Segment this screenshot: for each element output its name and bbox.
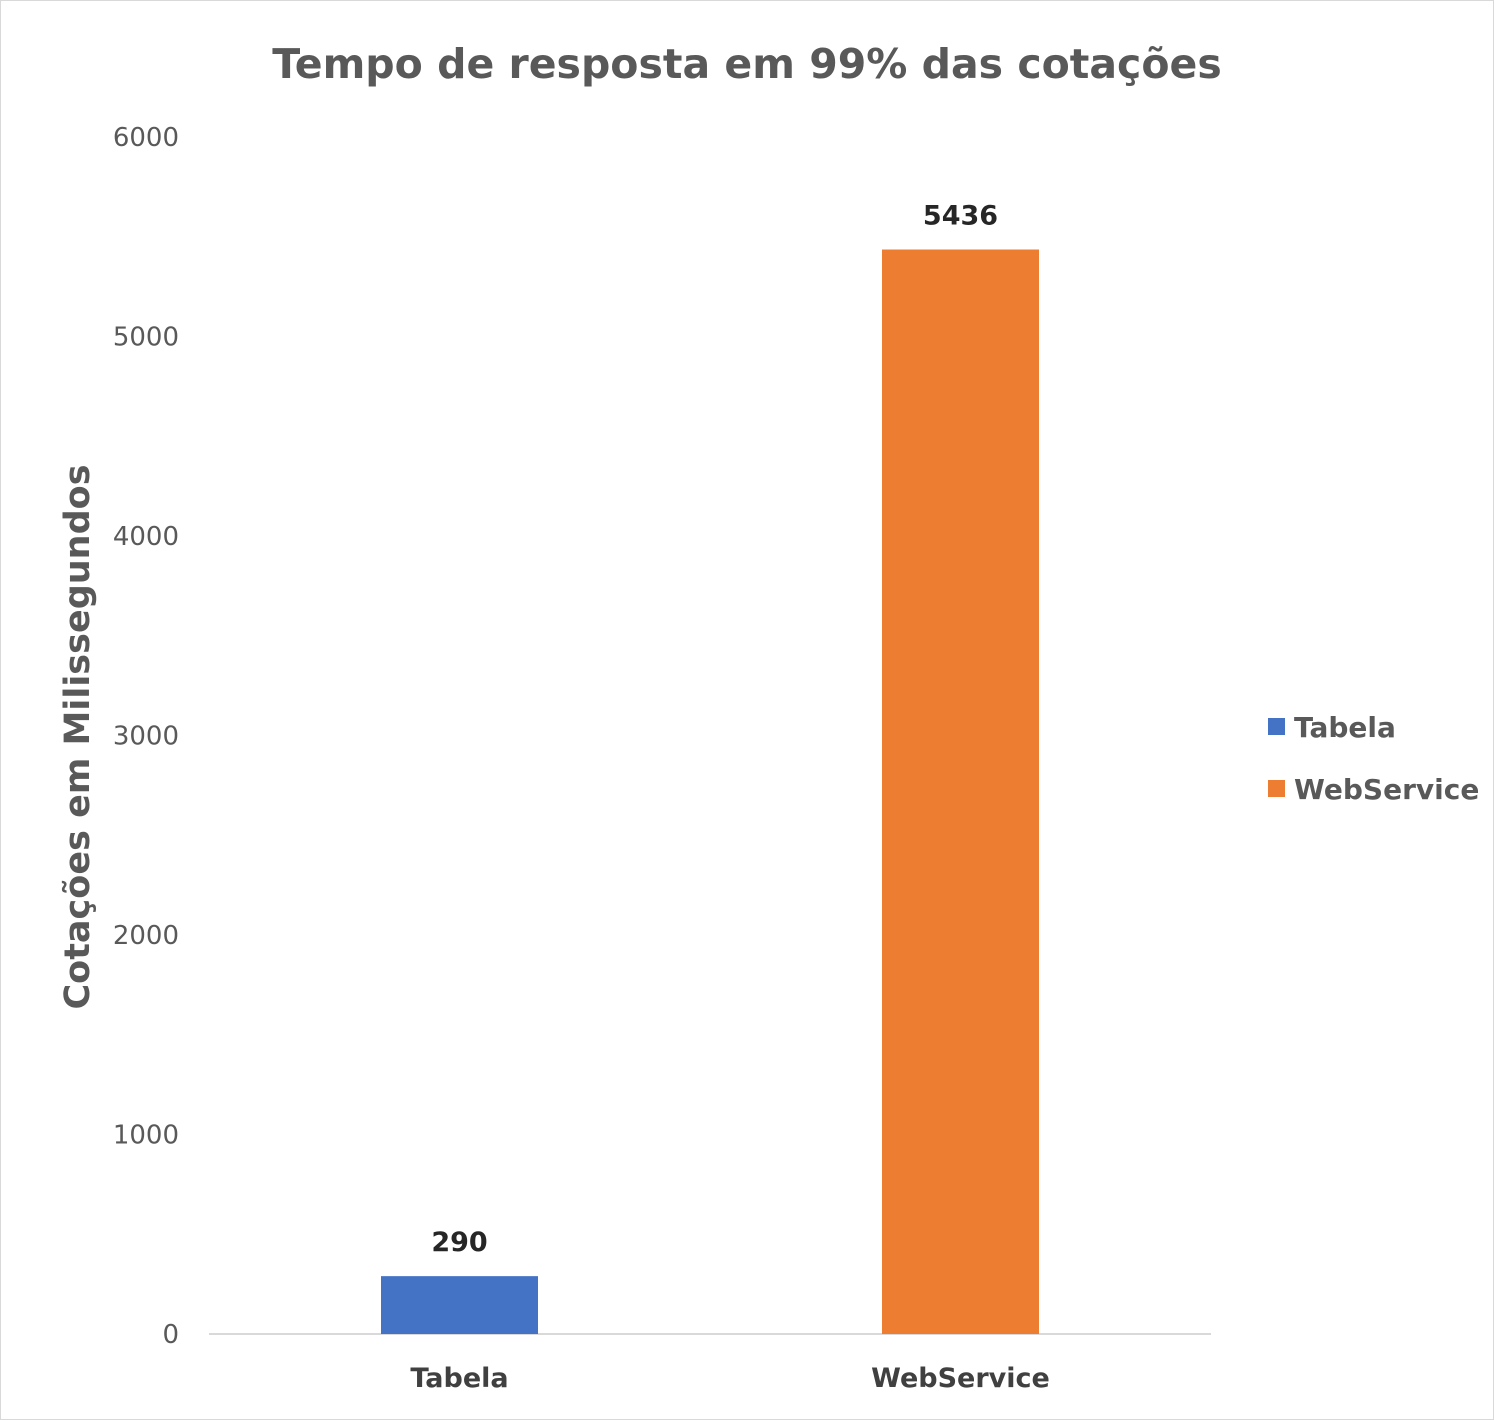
y-tick-label: 1000: [113, 1121, 179, 1151]
data-label: 290: [431, 1227, 487, 1258]
y-tick-label: 5000: [113, 323, 179, 353]
y-tick-label: 4000: [113, 522, 179, 552]
y-tick-label: 3000: [113, 722, 179, 752]
bars-group: 290 5436: [381, 201, 1039, 1334]
legend-swatch-tabela: [1268, 718, 1285, 735]
x-category-label: Tabela: [410, 1363, 508, 1394]
legend-label: WebService: [1294, 773, 1479, 806]
bar-tabela: [381, 1276, 538, 1334]
bar-webservice: [882, 249, 1039, 1334]
y-tick-label: 0: [162, 1320, 179, 1350]
y-axis-ticks: 0 1000 2000 3000 4000 5000 6000: [113, 123, 179, 1350]
legend: Tabela WebService: [1268, 711, 1479, 806]
chart-title: Tempo de resposta em 99% das cotações: [272, 40, 1222, 88]
y-tick-label: 6000: [113, 123, 179, 153]
y-tick-label: 2000: [113, 921, 179, 951]
x-axis-categories: Tabela WebService: [410, 1363, 1050, 1394]
legend-swatch-webservice: [1268, 780, 1285, 797]
data-label: 5436: [923, 201, 998, 232]
y-axis-label: Cotações em Milissegundos: [58, 464, 98, 1009]
legend-label: Tabela: [1294, 711, 1396, 744]
x-category-label: WebService: [871, 1363, 1050, 1394]
